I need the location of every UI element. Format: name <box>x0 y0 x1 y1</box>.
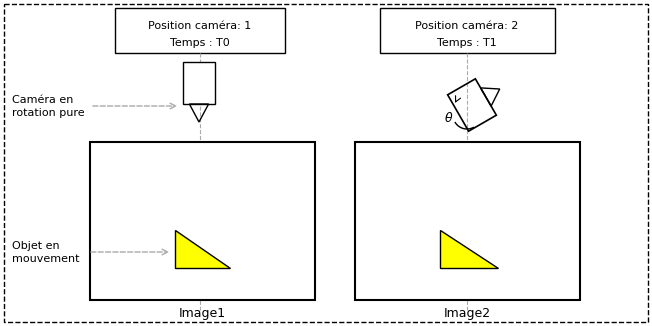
Text: Temps : T0: Temps : T0 <box>170 38 230 48</box>
Text: Position caméra: 2: Position caméra: 2 <box>415 21 519 31</box>
Text: Image2: Image2 <box>443 307 490 320</box>
Text: Position caméra: 1: Position caméra: 1 <box>149 21 252 31</box>
Bar <box>355 142 580 300</box>
Text: Caméra en: Caméra en <box>12 95 74 105</box>
Bar <box>380 8 555 53</box>
Text: Objet en: Objet en <box>12 241 59 251</box>
Polygon shape <box>175 230 230 268</box>
Bar <box>183 62 215 104</box>
Bar <box>90 142 315 300</box>
Polygon shape <box>440 230 498 268</box>
Text: rotation pure: rotation pure <box>12 108 85 118</box>
Text: Image1: Image1 <box>179 307 226 320</box>
Bar <box>115 8 285 53</box>
Text: Temps : T1: Temps : T1 <box>437 38 497 48</box>
Text: θ: θ <box>445 111 452 125</box>
Text: mouvement: mouvement <box>12 254 80 264</box>
